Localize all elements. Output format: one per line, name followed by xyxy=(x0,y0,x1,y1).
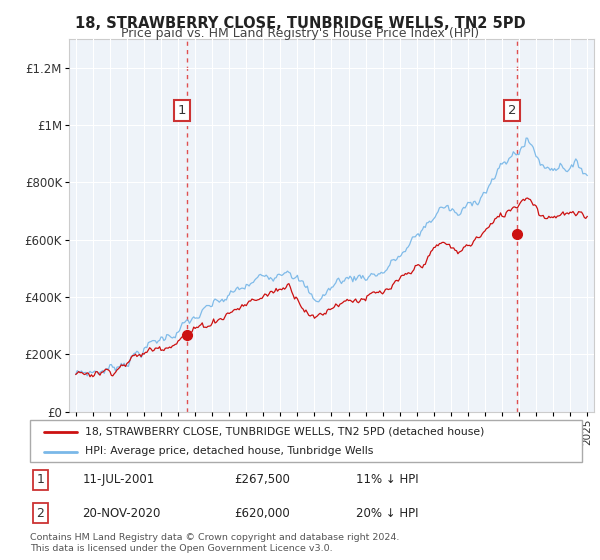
Text: £267,500: £267,500 xyxy=(234,473,290,486)
Text: 2: 2 xyxy=(508,104,517,117)
Text: 20-NOV-2020: 20-NOV-2020 xyxy=(82,507,161,520)
Text: Contains HM Land Registry data © Crown copyright and database right 2024.
This d: Contains HM Land Registry data © Crown c… xyxy=(30,533,400,553)
Text: 18, STRAWBERRY CLOSE, TUNBRIDGE WELLS, TN2 5PD: 18, STRAWBERRY CLOSE, TUNBRIDGE WELLS, T… xyxy=(74,16,526,31)
Text: 1: 1 xyxy=(37,473,44,486)
Text: 20% ↓ HPI: 20% ↓ HPI xyxy=(356,507,418,520)
Text: 18, STRAWBERRY CLOSE, TUNBRIDGE WELLS, TN2 5PD (detached house): 18, STRAWBERRY CLOSE, TUNBRIDGE WELLS, T… xyxy=(85,427,485,437)
FancyBboxPatch shape xyxy=(30,420,582,462)
Text: 11-JUL-2001: 11-JUL-2001 xyxy=(82,473,155,486)
Text: £620,000: £620,000 xyxy=(234,507,290,520)
Text: 11% ↓ HPI: 11% ↓ HPI xyxy=(356,473,418,486)
Text: Price paid vs. HM Land Registry's House Price Index (HPI): Price paid vs. HM Land Registry's House … xyxy=(121,27,479,40)
Text: HPI: Average price, detached house, Tunbridge Wells: HPI: Average price, detached house, Tunb… xyxy=(85,446,374,456)
Text: 1: 1 xyxy=(178,104,186,117)
Text: 2: 2 xyxy=(37,507,44,520)
